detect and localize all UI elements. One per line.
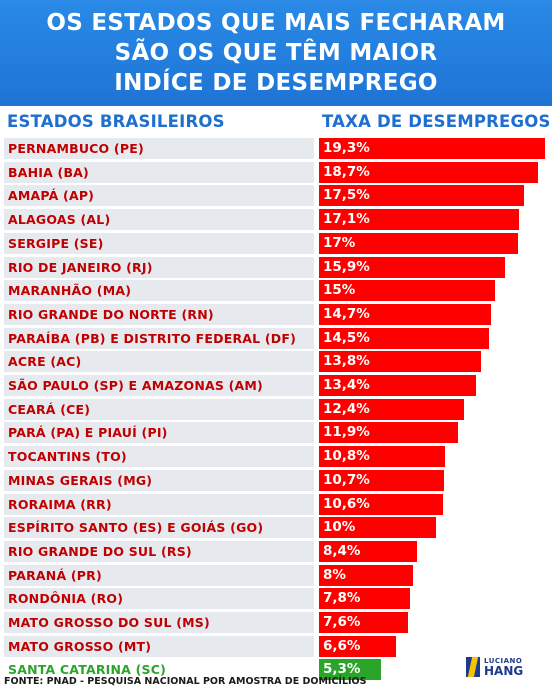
rate-bar: 11,9% xyxy=(319,422,458,444)
state-label: CEARÁ (CE) xyxy=(4,398,314,420)
state-label: MARANHÃO (MA) xyxy=(4,280,314,302)
chart-row: RONDÔNIA (RO) 7,8% xyxy=(0,588,552,610)
rate-bar: 19,3% xyxy=(319,138,545,159)
chart-row: RORAIMA (RR) 10,6% xyxy=(0,493,552,515)
rate-bar: 14,7% xyxy=(319,303,491,325)
chart-row: BAHIA (BA) 18,7% xyxy=(0,161,552,183)
rate-bar: 17,1% xyxy=(319,209,519,231)
rate-column-header: TAXA DE DESEMPREGOS xyxy=(322,112,551,131)
state-label: ESPÍRITO SANTO (ES) E GOIÁS (GO) xyxy=(4,517,314,539)
title-line-3: INDÍCE DE DESEMPREGO xyxy=(114,70,438,96)
rate-bar: 10,6% xyxy=(319,493,443,515)
chart-row: ACRE (AC) 13,8% xyxy=(0,351,552,373)
rate-bar: 7,6% xyxy=(319,612,408,633)
title-line-1: OS ESTADOS QUE MAIS FECHARAM xyxy=(46,10,506,36)
rate-bar: 6,6% xyxy=(319,635,396,657)
state-label: RIO GRANDE DO NORTE (RN) xyxy=(4,303,314,325)
chart-row: PARÁ (PA) E PIAUÍ (PI) 11,9% xyxy=(0,422,552,444)
rate-bar: 13,4% xyxy=(319,375,476,396)
chart-row: AMAPÁ (AP) 17,5% xyxy=(0,185,552,207)
chart-row: ESPÍRITO SANTO (ES) E GOIÁS (GO) 10% xyxy=(0,517,552,539)
state-label: RIO DE JANEIRO (RJ) xyxy=(4,256,314,278)
logo-text-line-2: HANG xyxy=(484,664,524,678)
state-label: TOCANTINS (TO) xyxy=(4,446,314,468)
chart-row: SERGIPE (SE) 17% xyxy=(0,232,552,254)
chart-row: RIO GRANDE DO NORTE (RN) 14,7% xyxy=(0,303,552,325)
rate-bar: 18,7% xyxy=(319,161,538,183)
rate-bar: 17,5% xyxy=(319,185,524,207)
chart-row: RIO DE JANEIRO (RJ) 15,9% xyxy=(0,256,552,278)
title-line-2: SÃO OS QUE TÊM MAIOR xyxy=(114,40,438,66)
rate-bar: 10,8% xyxy=(319,446,445,468)
state-label: SERGIPE (SE) xyxy=(4,232,314,254)
chart-row: PARAÍBA (PB) E DISTRITO FEDERAL (DF) 14,5… xyxy=(0,327,552,349)
logo-mark-icon xyxy=(466,657,480,677)
rate-bar: 12,4% xyxy=(319,398,464,420)
rate-bar: 15,9% xyxy=(319,256,505,278)
chart-row: PARANÁ (PR) 8% xyxy=(0,564,552,586)
rate-bar: 10% xyxy=(319,517,436,539)
state-label: PARANÁ (PR) xyxy=(4,564,314,586)
chart-row: MINAS GERAIS (MG) 10,7% xyxy=(0,469,552,491)
chart-row: MATO GROSSO (MT) 6,6% xyxy=(0,635,552,657)
state-label: RIO GRANDE DO SUL (RS) xyxy=(4,540,314,562)
rate-bar: 15% xyxy=(319,280,495,302)
states-column-header: ESTADOS BRASILEIROS xyxy=(7,112,225,131)
chart-row: RIO GRANDE DO SUL (RS) 8,4% xyxy=(0,540,552,562)
rate-bar: 13,8% xyxy=(319,351,481,373)
state-label: SÃO PAULO (SP) E AMAZONAS (AM) xyxy=(4,375,314,396)
state-label: MATO GROSSO DO SUL (MS) xyxy=(4,612,314,633)
rate-bar: 8,4% xyxy=(319,540,417,562)
chart-row: SANTA CATARINA (SC) 5,3% xyxy=(0,659,552,681)
state-label: MINAS GERAIS (MG) xyxy=(4,469,314,491)
state-label: BAHIA (BA) xyxy=(4,161,314,183)
state-label: AMAPÁ (AP) xyxy=(4,185,314,207)
state-label: PARAÍBA (PB) E DISTRITO FEDERAL (DF) xyxy=(4,327,314,349)
rate-bar: 14,5% xyxy=(319,327,489,349)
chart-row: TOCANTINS (TO) 10,8% xyxy=(0,446,552,468)
rate-bar: 17% xyxy=(319,232,518,254)
rate-bar: 10,7% xyxy=(319,469,444,491)
luciano-hang-logo: LUCIANO HANG xyxy=(466,655,536,679)
chart-row: CEARÁ (CE) 12,4% xyxy=(0,398,552,420)
state-label: PARÁ (PA) E PIAUÍ (PI) xyxy=(4,422,314,444)
chart-row: PERNAMBUCO (PE) 19,3% xyxy=(0,138,552,159)
chart-row: ALAGOAS (AL) 17,1% xyxy=(0,209,552,231)
state-label: MATO GROSSO (MT) xyxy=(4,635,314,657)
rate-bar: 5,3% xyxy=(319,659,381,681)
state-label: RORAIMA (RR) xyxy=(4,493,314,515)
logo-text-line-1: LUCIANO xyxy=(484,657,523,665)
state-label: ALAGOAS (AL) xyxy=(4,209,314,231)
chart-row: SÃO PAULO (SP) E AMAZONAS (AM) 13,4% xyxy=(0,375,552,396)
source-footnote: FONTE: PNAD - PESQUISA NACIONAL POR AMOS… xyxy=(4,676,367,687)
title-banner: OS ESTADOS QUE MAIS FECHARAM SÃO OS QUE … xyxy=(0,0,552,106)
rate-bar: 8% xyxy=(319,564,413,586)
chart-row: MATO GROSSO DO SUL (MS) 7,6% xyxy=(0,612,552,633)
state-label: PERNAMBUCO (PE) xyxy=(4,138,314,159)
rate-bar: 7,8% xyxy=(319,588,410,610)
state-label: RONDÔNIA (RO) xyxy=(4,588,314,610)
state-label: ACRE (AC) xyxy=(4,351,314,373)
state-label: SANTA CATARINA (SC) xyxy=(4,659,314,681)
chart-row: MARANHÃO (MA) 15% xyxy=(0,280,552,302)
